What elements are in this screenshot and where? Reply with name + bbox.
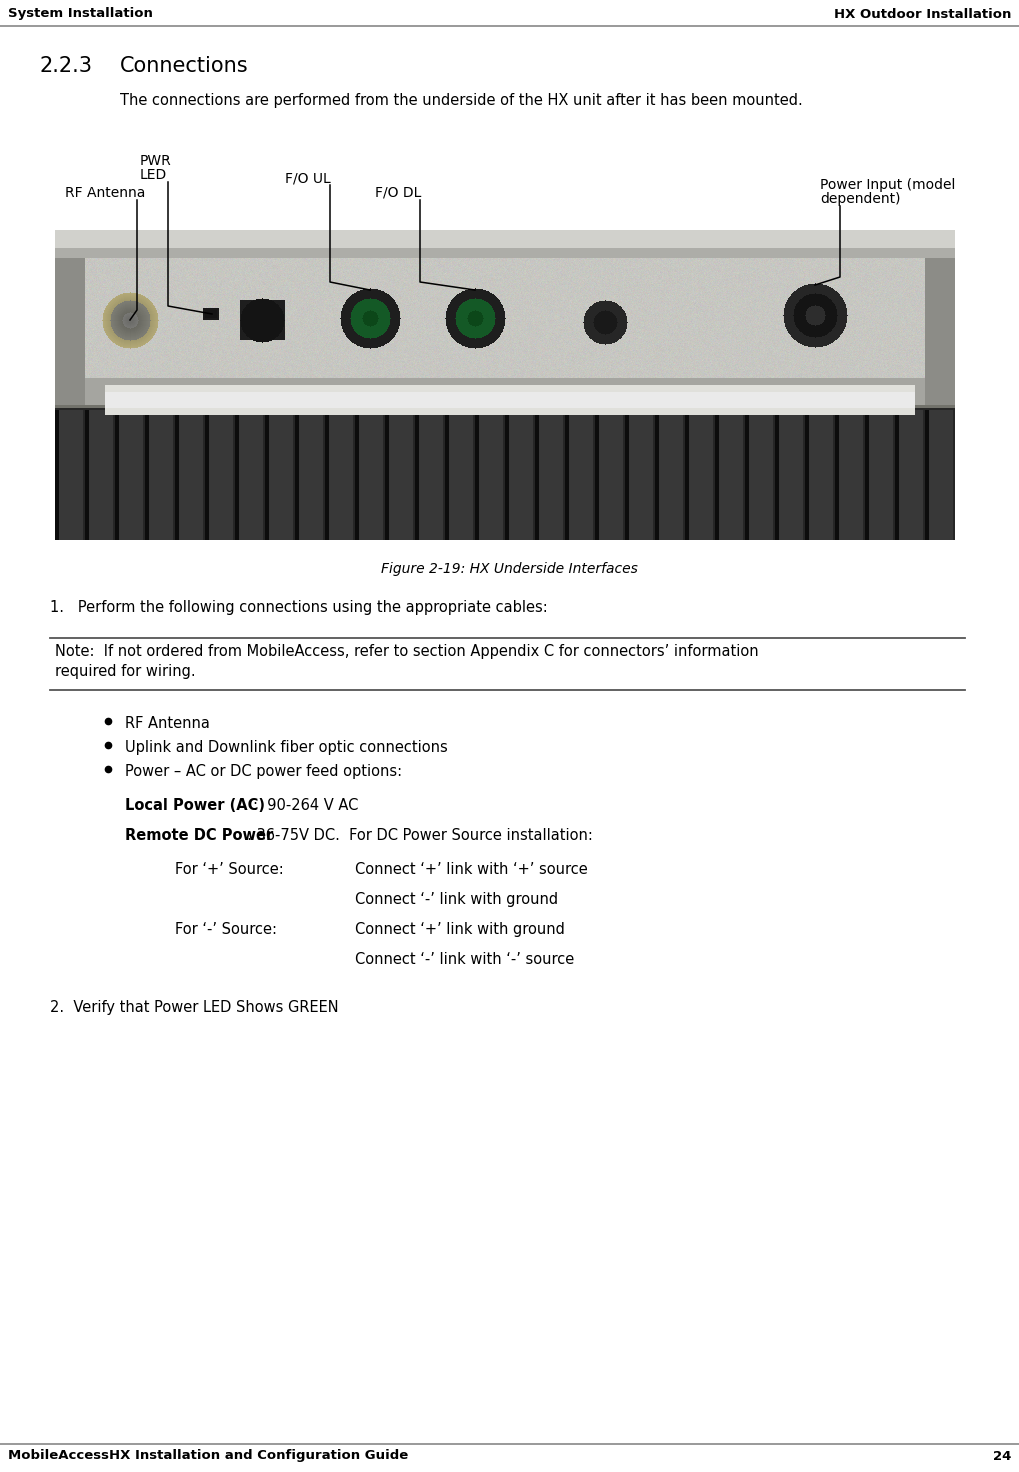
Text: 24: 24 — [993, 1450, 1011, 1463]
Text: For ‘-’ Source:: For ‘-’ Source: — [175, 921, 277, 938]
Text: : 36-75V DC.  For DC Power Source installation:: : 36-75V DC. For DC Power Source install… — [247, 827, 593, 843]
Text: Local Power (AC): Local Power (AC) — [125, 798, 265, 813]
Text: MobileAccessHX Installation and Configuration Guide: MobileAccessHX Installation and Configur… — [8, 1450, 409, 1463]
Text: Connect ‘+’ link with ‘+’ source: Connect ‘+’ link with ‘+’ source — [355, 863, 588, 877]
Text: System Installation: System Installation — [8, 7, 153, 21]
Text: LED: LED — [140, 168, 167, 183]
Text: Uplink and Downlink fiber optic connections: Uplink and Downlink fiber optic connecti… — [125, 740, 447, 755]
Text: PWR: PWR — [140, 155, 172, 168]
Text: required for wiring.: required for wiring. — [55, 664, 196, 679]
Text: Power Input (model: Power Input (model — [820, 178, 956, 191]
Text: HX Outdoor Installation: HX Outdoor Installation — [834, 7, 1011, 21]
Text: Connect ‘-’ link with ground: Connect ‘-’ link with ground — [355, 892, 558, 907]
Text: Connections: Connections — [120, 56, 249, 77]
Text: F/O UL: F/O UL — [285, 171, 331, 185]
Text: F/O DL: F/O DL — [375, 185, 422, 200]
Text: dependent): dependent) — [820, 191, 901, 206]
Text: RF Antenna: RF Antenna — [125, 715, 210, 732]
Text: Connect ‘+’ link with ground: Connect ‘+’ link with ground — [355, 921, 565, 938]
Text: 2.  Verify that Power LED Shows GREEN: 2. Verify that Power LED Shows GREEN — [50, 999, 338, 1016]
Text: For ‘+’ Source:: For ‘+’ Source: — [175, 863, 283, 877]
Text: Note:  If not ordered from MobileAccess, refer to section Appendix C for connect: Note: If not ordered from MobileAccess, … — [55, 645, 758, 659]
Text: Power – AC or DC power feed options:: Power – AC or DC power feed options: — [125, 764, 403, 779]
Text: RF Antenna: RF Antenna — [65, 185, 146, 200]
Text: Remote DC Power: Remote DC Power — [125, 827, 273, 843]
Text: The connections are performed from the underside of the HX unit after it has bee: The connections are performed from the u… — [120, 93, 803, 107]
Text: 2.2.3: 2.2.3 — [40, 56, 93, 77]
Text: :  90-264 V AC: : 90-264 V AC — [253, 798, 359, 813]
Text: Connect ‘-’ link with ‘-’ source: Connect ‘-’ link with ‘-’ source — [355, 952, 575, 967]
Text: Figure 2-19: HX Underside Interfaces: Figure 2-19: HX Underside Interfaces — [380, 562, 638, 576]
Text: 1.   Perform the following connections using the appropriate cables:: 1. Perform the following connections usi… — [50, 601, 548, 615]
